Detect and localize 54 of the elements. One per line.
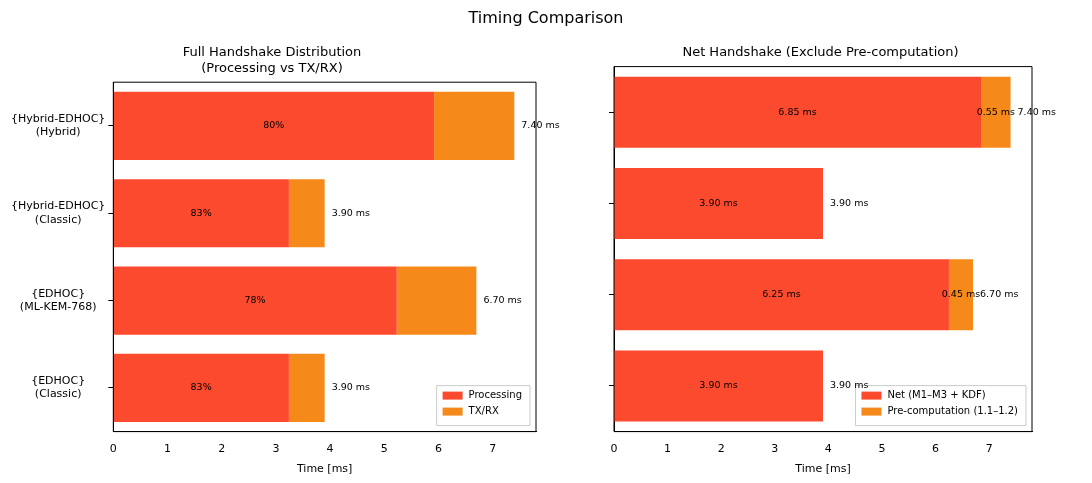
total-label: 6.70 ms	[483, 294, 522, 306]
annotation: 83%	[190, 381, 212, 393]
bar	[288, 179, 325, 248]
bar	[113, 353, 289, 422]
x-tick-label: 3	[272, 442, 280, 456]
x-tick-label: 2	[218, 442, 226, 456]
y-tick-label: {Hybrid-EDHOC} (Classic)	[11, 199, 106, 226]
bar	[113, 179, 289, 248]
x-tick-label: 0	[610, 442, 618, 456]
bar	[614, 167, 823, 240]
data-label: 6.25 ms	[762, 288, 801, 300]
legend-label: Net (M1–M3 + KDF)	[887, 389, 986, 401]
total-label: 3.90 ms	[830, 379, 869, 391]
legend-label: Pre-computation (1.1–1.2)	[887, 405, 1019, 417]
bar	[614, 350, 823, 422]
x-tick-label: 1	[164, 442, 172, 456]
annotation: 83%	[190, 206, 212, 218]
total-label: 6.70 ms	[980, 288, 1019, 300]
bar	[113, 91, 435, 160]
x-tick-label: 5	[380, 442, 388, 456]
bar	[396, 266, 477, 335]
data-label: 6.85 ms	[778, 105, 817, 117]
x-axis-title: Time [ms]	[794, 462, 851, 476]
x-tick-label: 6	[932, 442, 940, 456]
total-label: 7.40 ms	[1017, 105, 1056, 117]
x-tick-label: 0	[109, 442, 117, 456]
x-tick-label: 4	[824, 442, 832, 456]
x-tick-label: 5	[878, 442, 886, 456]
total-label: 3.90 ms	[331, 206, 371, 218]
total-label: 3.90 ms	[331, 381, 371, 393]
x-tick-label: 3	[771, 442, 779, 456]
y-tick-label: {EDHOC} (ML-KEM-768)	[19, 286, 97, 314]
annotation: 78%	[244, 294, 266, 306]
x-tick-label: 7	[489, 442, 497, 456]
data-label: 3.90 ms	[699, 196, 738, 208]
bar	[434, 91, 515, 160]
legend-label: Processing	[468, 389, 523, 401]
data-label: 3.90 ms	[699, 379, 738, 391]
total-label: 3.90 ms	[830, 196, 869, 208]
chart-title: Net Handshake (Exclude Pre-computation)	[682, 44, 959, 60]
x-tick-label: 7	[985, 442, 993, 456]
bar	[113, 266, 397, 335]
y-tick-label: {EDHOC} (Classic)	[31, 374, 86, 401]
bar	[288, 353, 325, 422]
total-label: 7.40 ms	[521, 119, 560, 131]
y-tick-label: {Hybrid-EDHOC} (Hybrid)	[11, 112, 106, 139]
x-tick-label: 1	[664, 442, 672, 456]
x-tick-label: 6	[434, 442, 442, 456]
x-tick-label: 2	[717, 442, 725, 456]
x-axis-title: Time [ms]	[295, 462, 353, 476]
legend-label: TX/RX	[467, 405, 499, 417]
chart-title: Timing Comparison Full Handshake Distribution (Processing vs TX/RX)	[182, 8, 624, 75]
annotation: 80%	[263, 119, 285, 131]
x-tick-label: 4	[326, 442, 334, 456]
